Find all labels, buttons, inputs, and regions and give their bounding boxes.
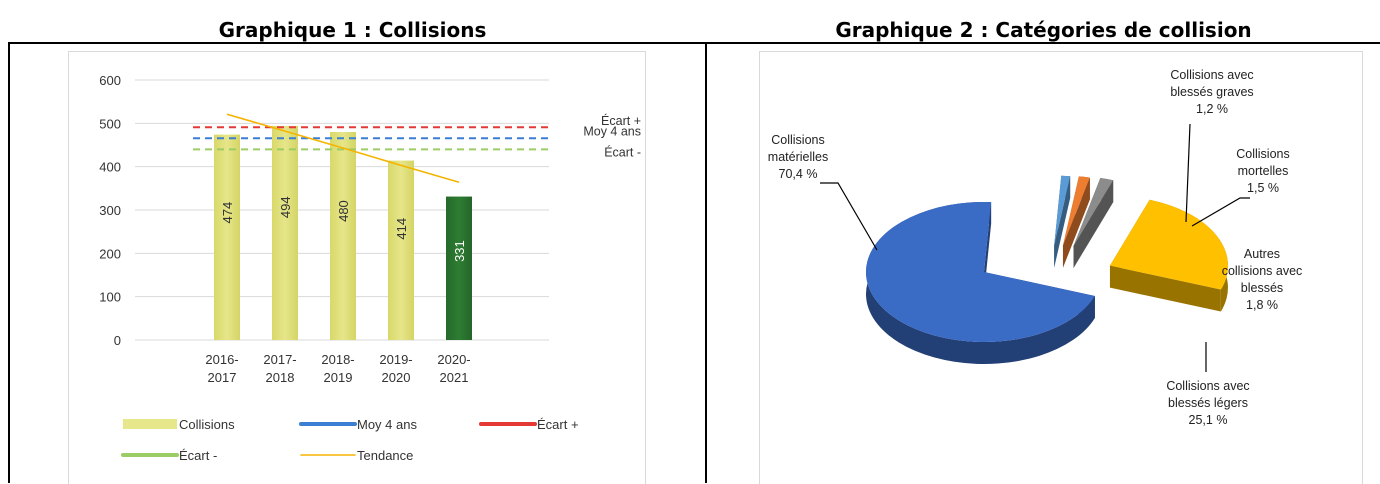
legend-collisions-swatch [123,419,177,429]
y-tick-label: 600 [99,73,121,88]
pie-label-line: blessés [1241,281,1283,295]
bar-collisions [272,125,298,340]
bar-collisions [446,196,472,340]
bar-value-label: 480 [336,200,351,222]
pie-value-label: 25,1 % [1189,413,1228,427]
legend-ecart-plus-label: Écart + [537,417,579,432]
pie-slice-top [1062,176,1090,246]
y-tick-label: 300 [99,203,121,218]
x-tick-label-line: 2018- [321,352,354,367]
pie-label: Collisions mortelles 1,5 % [1236,147,1290,195]
x-tick-label-line: 2019 [324,370,353,385]
pie-label: Collisions avec blessés graves 1,2 % [1170,68,1253,116]
pie-label-line: mortelles [1238,164,1289,178]
chart1-title: Graphique 1 : Collisions [218,18,487,42]
pie-value-label: 1,2 % [1196,102,1228,116]
pie-slice-wall [1054,176,1071,268]
x-tick-label-line: 2021 [440,370,469,385]
x-tick-label: 2017- 2018 [263,352,296,385]
bar-collisions [214,134,240,340]
pie-label: Collisions avec blessés légers 25,1 % [1166,379,1249,427]
pie-label-line: collisions avec [1222,264,1303,278]
reference-annotation: Moy 4 ans [583,124,641,138]
legend-moy-4-ans-label: Moy 4 ans [357,417,417,432]
pie-slice-wall [1062,177,1090,268]
pie-slice-wall [1073,180,1114,269]
y-tick-label: 500 [99,116,121,131]
bar-value-label: 331 [452,240,467,262]
tendance-line [226,113,460,184]
legend-ecart-minus-label: Écart - [179,448,217,463]
pie-label-line: matérielles [768,150,828,164]
table-middle-border [705,42,707,483]
x-tick-label-line: 2020 [382,370,411,385]
chart2-title: Graphique 2 : Catégories de collision [835,18,1252,42]
reference-annotation: Écart - [604,144,641,159]
y-tick-label: 400 [99,160,121,175]
pie-leader-line [1191,197,1250,227]
x-tick-label: 2020- 2021 [437,352,470,385]
pie-value-label: 1,5 % [1247,181,1279,195]
bar-value-label: 494 [278,196,293,218]
pie-label-line: blessés légers [1168,396,1248,410]
pie-slice-wall [984,202,992,294]
x-tick-label-line: 2019- [379,352,412,367]
pie-slice-wall [1109,265,1221,312]
pie-slice-top [1054,175,1071,246]
pie-label-line: blessés graves [1170,85,1253,99]
pie-label: Autres collisions avec blessés 1,8 % [1222,247,1303,312]
categories-pie-chart: Collisions matérielles 70,4 % Collisions av… [768,68,1303,427]
pie-slice-top [866,202,1095,343]
x-tick-label-line: 2018 [266,370,295,385]
pie-label-line: Collisions avec [1166,379,1249,393]
pie-label: Collisions matérielles 70,4 % [768,133,828,181]
bar-value-label: 414 [394,218,409,240]
pie-value-label: 70,4 % [779,167,818,181]
bar-collisions [330,132,356,340]
x-tick-label: 2018- 2019 [321,352,354,385]
pie-label-line: Autres [1244,247,1280,261]
reference-annotation: Écart + [601,113,641,128]
x-tick-label-line: 2017- [263,352,296,367]
bar-collisions [388,160,414,340]
y-tick-label: 200 [99,246,121,261]
pie-leader-line [1185,123,1191,223]
pie-slice-top [1073,178,1114,247]
bar-value-label: 474 [220,202,235,224]
legend-collisions-label: Collisions [179,417,235,432]
pie-label-line: Collisions [771,133,825,147]
pie-label-line: Collisions avec [1170,68,1253,82]
collisions-bar-chart: 0 100 200 300 400 500 600 474 494 480 414 331 Écart … [99,73,641,463]
legend-tendance-label: Tendance [357,448,413,463]
x-tick-label-line: 2017 [208,370,237,385]
x-tick-label: 2016- 2017 [205,352,238,385]
pie-leader-line [820,182,878,251]
categories-chart-area: Collisions matérielles 70,4 % Collisions av… [759,51,1363,484]
x-tick-label: 2019- 2020 [379,352,412,385]
table-left-border [8,42,10,483]
x-tick-label-line: 2016- [205,352,238,367]
pie-label-line: Collisions [1236,147,1290,161]
table-top-border [8,42,1380,44]
pie-value-label: 1,8 % [1246,298,1278,312]
x-tick-label-line: 2020- [437,352,470,367]
y-tick-label: 100 [99,290,121,305]
y-tick-label: 0 [114,333,121,348]
collisions-chart-area: 0 100 200 300 400 500 600 474 494 480 414 331 Écart … [68,51,646,484]
